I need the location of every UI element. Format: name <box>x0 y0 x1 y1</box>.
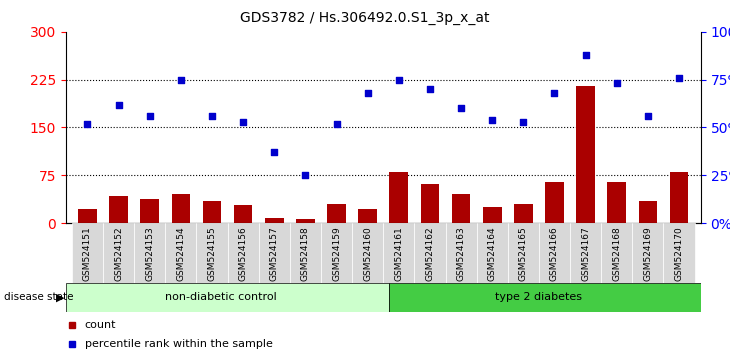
Text: GSM524151: GSM524151 <box>83 226 92 281</box>
Text: GSM524165: GSM524165 <box>519 226 528 281</box>
Text: GSM524160: GSM524160 <box>364 226 372 281</box>
Bar <box>110 196 128 223</box>
Bar <box>103 223 134 283</box>
Text: GSM524154: GSM524154 <box>177 226 185 281</box>
Text: GDS3782 / Hs.306492.0.S1_3p_x_at: GDS3782 / Hs.306492.0.S1_3p_x_at <box>240 11 490 25</box>
Text: GSM524157: GSM524157 <box>270 226 279 281</box>
Text: GSM524161: GSM524161 <box>394 226 403 281</box>
Bar <box>196 223 228 283</box>
Bar <box>514 204 533 223</box>
Bar <box>134 223 165 283</box>
Point <box>206 113 218 119</box>
Bar <box>327 204 346 223</box>
Text: ▶: ▶ <box>55 292 64 302</box>
Text: GSM524162: GSM524162 <box>426 226 434 281</box>
Bar <box>165 223 196 283</box>
Text: GSM524153: GSM524153 <box>145 226 154 281</box>
Text: GSM524164: GSM524164 <box>488 226 496 281</box>
Point <box>175 77 187 82</box>
Bar <box>390 283 701 312</box>
Bar <box>669 172 688 223</box>
Bar <box>570 223 602 283</box>
Text: GSM524156: GSM524156 <box>239 226 247 281</box>
Bar <box>72 223 103 283</box>
Bar <box>545 182 564 223</box>
Bar <box>203 201 221 223</box>
Point <box>362 90 374 96</box>
Bar <box>358 209 377 223</box>
Bar <box>228 223 258 283</box>
Point <box>611 81 623 86</box>
Bar <box>639 201 657 223</box>
Text: percentile rank within the sample: percentile rank within the sample <box>85 339 272 349</box>
Point <box>518 119 529 125</box>
Text: GSM524158: GSM524158 <box>301 226 310 281</box>
Bar <box>78 209 97 223</box>
Bar <box>383 223 415 283</box>
Text: disease state: disease state <box>4 292 73 302</box>
Bar <box>258 223 290 283</box>
Point <box>549 90 561 96</box>
Text: GSM524170: GSM524170 <box>675 226 683 281</box>
Bar <box>602 223 632 283</box>
Bar <box>607 182 626 223</box>
Text: GSM524166: GSM524166 <box>550 226 559 281</box>
Point <box>82 121 93 126</box>
Bar <box>483 207 502 223</box>
Bar <box>420 183 439 223</box>
Bar <box>445 223 477 283</box>
Bar <box>265 218 284 223</box>
Bar <box>539 223 570 283</box>
Bar <box>477 223 508 283</box>
Text: GSM524169: GSM524169 <box>643 226 653 281</box>
Point <box>237 119 249 125</box>
Bar <box>296 219 315 223</box>
Text: GSM524168: GSM524168 <box>612 226 621 281</box>
Text: GSM524152: GSM524152 <box>114 226 123 281</box>
Point <box>299 172 311 178</box>
Point <box>393 77 404 82</box>
Text: GSM524155: GSM524155 <box>207 226 217 281</box>
Bar <box>172 194 191 223</box>
Bar <box>66 283 390 312</box>
Bar <box>452 194 470 223</box>
Point <box>269 149 280 155</box>
Text: type 2 diabetes: type 2 diabetes <box>496 292 583 302</box>
Text: GSM524167: GSM524167 <box>581 226 590 281</box>
Text: GSM524159: GSM524159 <box>332 226 341 281</box>
Bar <box>352 223 383 283</box>
Bar <box>140 199 159 223</box>
Bar <box>290 223 321 283</box>
Point <box>331 121 342 126</box>
Bar <box>664 223 694 283</box>
Text: non-diabetic control: non-diabetic control <box>166 292 277 302</box>
Bar <box>321 223 352 283</box>
Bar <box>576 86 595 223</box>
Bar <box>390 172 408 223</box>
Point <box>424 86 436 92</box>
Text: count: count <box>85 320 116 330</box>
Point <box>144 113 155 119</box>
Bar <box>632 223 664 283</box>
Bar <box>234 205 253 223</box>
Point <box>642 113 653 119</box>
Point <box>580 52 591 58</box>
Point <box>486 117 498 122</box>
Point <box>673 75 685 81</box>
Point <box>112 102 124 107</box>
Bar <box>508 223 539 283</box>
Text: GSM524163: GSM524163 <box>456 226 466 281</box>
Bar <box>415 223 445 283</box>
Point <box>456 105 467 111</box>
